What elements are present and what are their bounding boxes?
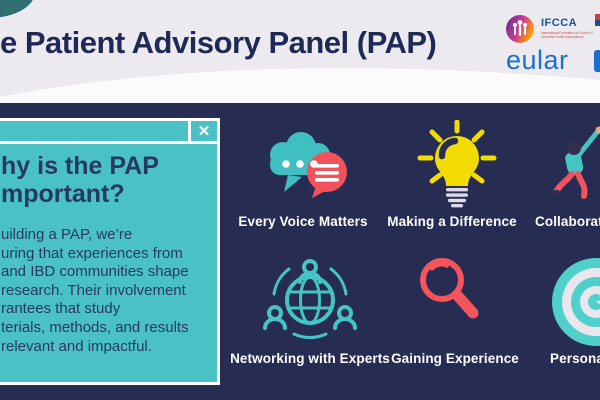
dialog-text: uilding a PAP, we’re uring that experien… bbox=[1, 226, 189, 355]
dialog-heading: hy is the PAP mportant? bbox=[1, 152, 159, 208]
benefit-label-gaining-experience: Gaining Experience bbox=[391, 351, 519, 366]
ifcca-tagline: International Federation of Crohn's & Ul… bbox=[541, 31, 593, 39]
benefit-label-every-voice-matters: Every Voice Matters bbox=[238, 214, 368, 229]
collaboration-people-icon bbox=[550, 126, 600, 199]
benefit-label-collaboration: Collaborati bbox=[535, 214, 600, 229]
clipped-logo-fragment bbox=[595, 14, 600, 20]
close-icon[interactable]: ✕ bbox=[188, 121, 217, 141]
why-pap-dialog: ✕ hy is the PAP mportant? uilding a PAP,… bbox=[0, 118, 220, 385]
ifcca-wordmark: IFCCA bbox=[541, 17, 578, 29]
wave-decoration bbox=[0, 68, 600, 103]
clipped-logo-fragment bbox=[595, 20, 600, 26]
clipped-logo-fragment bbox=[594, 50, 600, 72]
dialog-titlebar: ✕ bbox=[0, 121, 217, 144]
speech-bubbles-icon bbox=[270, 132, 347, 198]
magnifier-icon bbox=[420, 258, 479, 319]
dialog-body: hy is the PAP mportant? uilding a PAP, w… bbox=[0, 144, 217, 356]
benefit-label-networking-with-experts: Networking with Experts bbox=[230, 351, 390, 366]
target-icon bbox=[552, 258, 600, 346]
globe-network-icon bbox=[263, 259, 357, 339]
benefit-label-personal: Persona bbox=[550, 351, 600, 366]
ifcca-logo-icon bbox=[506, 15, 534, 43]
header-band: e Patient Advisory Panel (PAP) IFCCA Int… bbox=[0, 0, 600, 103]
page-title: e Patient Advisory Panel (PAP) bbox=[0, 25, 437, 60]
benefit-label-making-a-difference: Making a Difference bbox=[387, 214, 517, 229]
eular-wordmark: eular bbox=[506, 45, 569, 75]
lightbulb-icon bbox=[417, 120, 497, 208]
